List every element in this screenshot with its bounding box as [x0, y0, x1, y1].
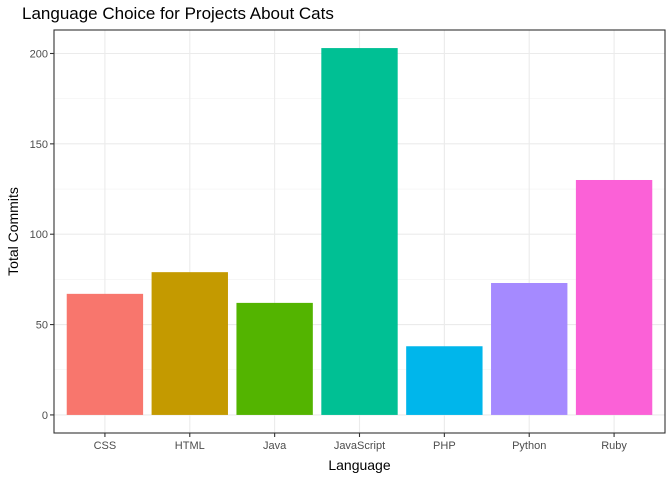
x-tick-label: Java — [263, 440, 287, 452]
y-axis-title: Total Commits — [5, 187, 21, 276]
y-tick-label: 50 — [36, 320, 48, 332]
bar-html — [151, 272, 228, 415]
bar-php — [406, 346, 483, 415]
x-tick-label: Python — [512, 440, 546, 452]
x-tick-label: CSS — [94, 440, 117, 452]
x-tick-label: Ruby — [601, 440, 627, 452]
y-tick-label: 100 — [30, 229, 48, 241]
y-tick-label: 150 — [30, 139, 48, 151]
bar-javascript — [321, 48, 398, 415]
x-axis-title: Language — [328, 457, 391, 473]
bar-ruby — [575, 179, 653, 415]
bar-css — [66, 293, 144, 415]
bar-java — [236, 302, 313, 415]
y-tick-label: 200 — [30, 48, 48, 60]
y-tick-label: 0 — [42, 410, 48, 422]
x-tick-label: HTML — [175, 440, 205, 452]
x-tick-label: PHP — [433, 440, 456, 452]
x-tick-label: JavaScript — [334, 440, 385, 452]
bars — [66, 48, 653, 415]
chart-title: Language Choice for Projects About Cats — [22, 4, 334, 23]
y-axis: 0 50 100 150 200 — [30, 48, 54, 422]
x-axis: CSS HTML Java JavaScript PHP Python Ruby — [94, 433, 627, 452]
bar-python — [491, 283, 568, 415]
